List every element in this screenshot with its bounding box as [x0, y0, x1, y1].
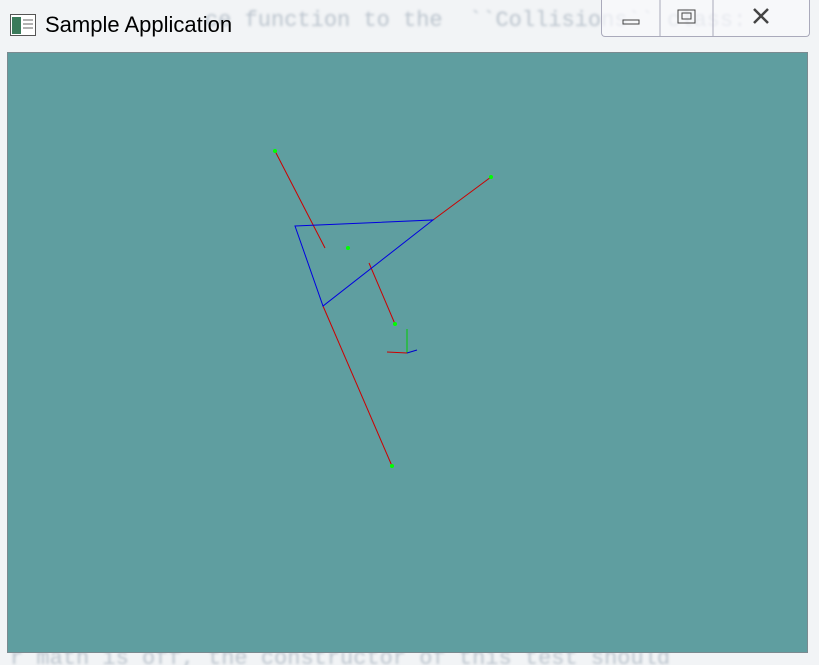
window-controls [601, 0, 810, 37]
ray [322, 305, 393, 467]
close-button[interactable] [713, 0, 809, 36]
point [489, 175, 493, 179]
triangle [294, 219, 435, 307]
app-icon [10, 14, 36, 36]
axis-z [406, 349, 418, 354]
point [273, 149, 277, 153]
scene [273, 149, 493, 468]
maximize-button[interactable] [660, 0, 713, 36]
point [393, 322, 397, 326]
point [346, 246, 350, 250]
ray [274, 150, 326, 249]
window-title: Sample Application [45, 12, 233, 37]
minimize-button[interactable] [602, 0, 660, 36]
render-view [7, 52, 808, 653]
point [390, 464, 394, 468]
axis-x [386, 351, 408, 354]
ray [432, 176, 492, 221]
ray [368, 262, 396, 325]
